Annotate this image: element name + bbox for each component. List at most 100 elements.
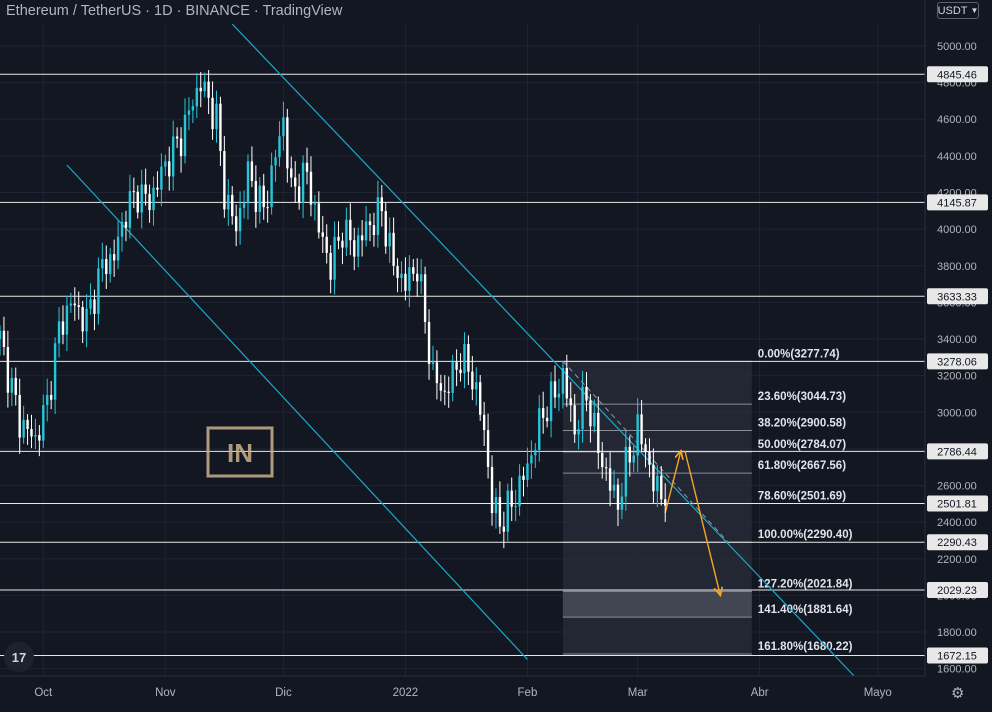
candle-body: [242, 203, 246, 208]
fib-level-label: 161.80%(1680.22): [758, 641, 853, 653]
candle-body: [258, 185, 261, 212]
candle-body: [10, 377, 14, 393]
candle-body: [89, 299, 92, 309]
candle-body: [195, 87, 199, 107]
level-price-tag-label: 2786.44: [937, 446, 977, 458]
level-price-tag-label: 2290.43: [937, 537, 977, 549]
candle-body: [349, 219, 352, 241]
candle-body: [49, 394, 53, 400]
level-price-tag: [927, 647, 988, 664]
candle-body: [144, 184, 147, 194]
level-price-tag: [927, 443, 988, 460]
fib-level-label: 50.00%(2784.07): [758, 439, 846, 451]
candle-body: [664, 499, 667, 506]
candle-body: [656, 475, 659, 492]
x-tick-label: Oct: [34, 687, 53, 699]
candle-body: [545, 417, 549, 422]
candle-body: [203, 81, 206, 92]
candle-body: [396, 265, 399, 278]
candle-body: [325, 236, 328, 253]
candle-body: [266, 207, 269, 209]
candle-body: [479, 382, 482, 415]
candle-body: [585, 386, 588, 401]
level-price-tag-label: 4145.87: [937, 197, 977, 209]
candle-body: [160, 166, 163, 190]
candle-body: [467, 344, 470, 372]
candle-body: [494, 497, 498, 514]
candle-body: [541, 408, 545, 418]
candles-group: [0, 70, 667, 549]
candle-body: [522, 475, 525, 480]
candle-body: [360, 235, 364, 241]
candle-body: [73, 303, 76, 306]
candle-body: [640, 414, 643, 445]
candle-body: [179, 138, 183, 157]
level-price-tag: [927, 534, 988, 551]
gear-icon[interactable]: ⚙: [951, 685, 965, 702]
currency-selector[interactable]: USDT ▼: [937, 2, 979, 19]
tradingview-logo-icon[interactable]: 17: [4, 642, 34, 672]
y-tick-label: 1800.00: [937, 627, 977, 639]
candle-body: [46, 394, 49, 406]
candle-body: [502, 526, 506, 532]
fib-level-label: 78.60%(2501.69): [758, 491, 846, 503]
candle-body: [132, 191, 136, 193]
candle-body: [207, 81, 210, 98]
candle-body: [148, 193, 151, 211]
level-price-tag: [927, 288, 988, 305]
candle-body: [199, 87, 202, 92]
candle-body: [380, 197, 384, 212]
candle-body: [482, 414, 486, 431]
candle-body: [530, 455, 533, 464]
fib-level-label: 141.40%(1881.64): [758, 604, 853, 616]
candle-body: [475, 382, 478, 390]
candle-body: [309, 171, 313, 205]
candle-body: [317, 203, 321, 233]
candle-body: [53, 343, 57, 400]
candle-body: [81, 306, 84, 332]
candle-body: [660, 475, 663, 500]
projection-arrow: [664, 451, 681, 514]
candle-body: [408, 267, 411, 291]
level-price-tag: [927, 194, 988, 211]
candle-body: [18, 394, 21, 438]
candle-body: [490, 466, 494, 514]
x-tick-label: Abr: [751, 687, 769, 699]
y-tick-label: 3000.00: [937, 407, 977, 419]
candle-body: [120, 221, 124, 237]
level-price-tag-label: 4845.46: [937, 69, 977, 81]
candle-body: [510, 490, 513, 507]
y-tick-label: 4600.00: [937, 114, 977, 126]
candle-body: [274, 157, 277, 166]
y-tick-label: 1600.00: [937, 664, 977, 676]
x-tick-label: Mayo: [864, 687, 892, 699]
candle-body: [534, 449, 537, 456]
candle-body: [69, 303, 73, 306]
candle-body: [506, 490, 509, 532]
candle-body: [77, 305, 80, 307]
candle-body: [608, 468, 612, 491]
candle-body: [376, 197, 380, 235]
candle-body: [573, 405, 576, 435]
candle-body: [227, 194, 230, 210]
candle-body: [6, 346, 10, 393]
level-price-tag-label: 2501.81: [937, 499, 977, 511]
in-logo-frame: [206, 426, 274, 478]
candle-body: [211, 97, 214, 130]
candle-body: [388, 232, 391, 247]
level-price-tag: [927, 353, 988, 370]
candle-body: [105, 259, 108, 275]
y-tick-label: 2200.00: [937, 554, 977, 566]
candle-body: [116, 236, 120, 261]
candle-body: [14, 377, 17, 395]
x-tick-label: Feb: [518, 687, 538, 699]
candle-body: [223, 151, 226, 210]
candle-body: [455, 362, 458, 370]
y-tick-label: 4000.00: [937, 224, 977, 236]
in-logo-watermark: IN: [206, 426, 274, 478]
candle-body: [152, 187, 155, 211]
candle-body: [451, 362, 454, 393]
level-price-tag-label: 2029.23: [937, 585, 977, 597]
fib-zone-band: [562, 591, 752, 618]
